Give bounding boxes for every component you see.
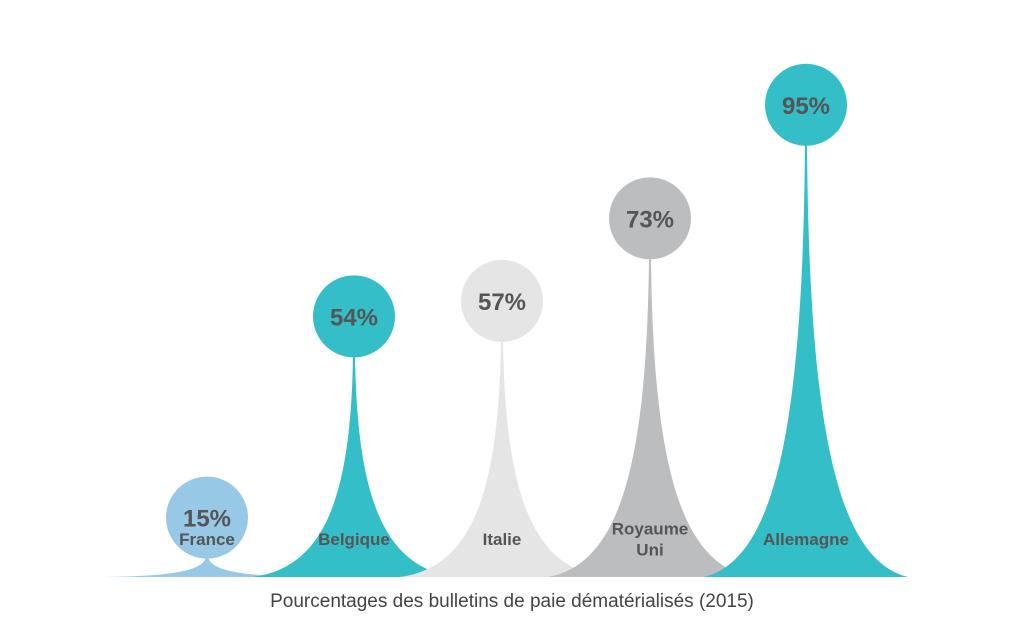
value-label-france: 15%	[183, 506, 231, 533]
category-label-allemagne: Allemagne	[763, 530, 849, 549]
spike-belgique	[252, 355, 456, 577]
spike-italie	[400, 339, 604, 577]
bubble-royaume-uni	[609, 177, 691, 260]
value-label-italie: 57%	[478, 289, 526, 316]
spikes-layer	[105, 143, 908, 578]
spike-allemagne	[704, 143, 908, 578]
category-label-italie: Italie	[483, 530, 522, 549]
value-label-allemagne: 95%	[782, 93, 830, 120]
category-label-belgique: Belgique	[318, 530, 390, 549]
bubble-france	[166, 476, 248, 559]
bubble-allemagne	[765, 63, 847, 146]
category-label-france: France	[179, 530, 235, 549]
spike-royaume-uni	[548, 257, 752, 577]
bubble-belgique	[313, 275, 395, 358]
bubble-italie	[461, 259, 543, 342]
value-label-royaume-uni: 73%	[626, 206, 674, 233]
chart-title: Pourcentages des bulletins de paie démat…	[270, 591, 754, 612]
category-labels-layer: France Belgique Italie Royaume Uni Allemagne	[179, 520, 849, 560]
bubbles-layer: 15% 54% 57% 73% 95%	[166, 63, 847, 559]
spike-france	[105, 556, 309, 577]
category-label-royaume-uni: Royaume Uni	[612, 520, 689, 560]
value-label-belgique: 54%	[330, 304, 378, 331]
